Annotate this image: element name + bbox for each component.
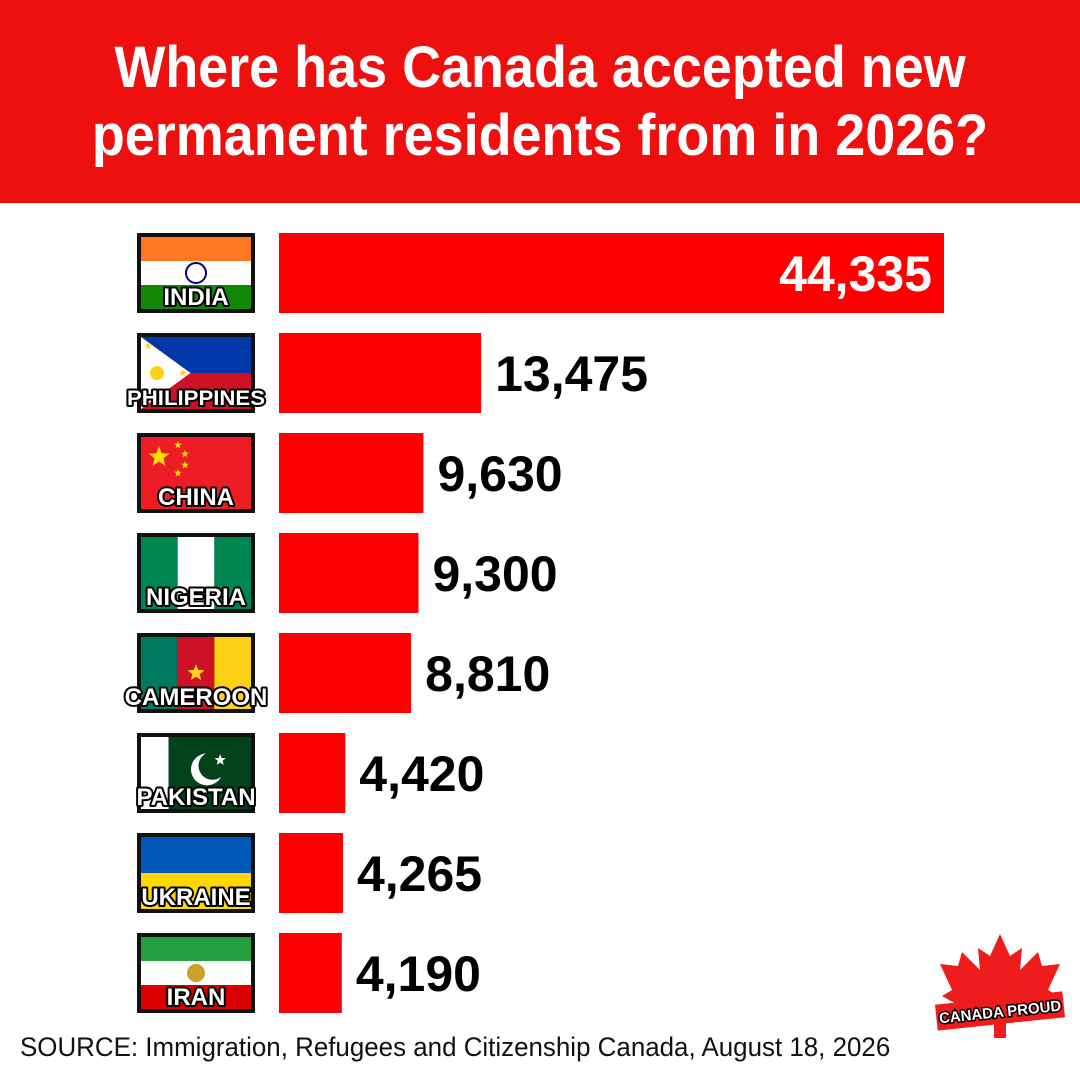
- flag-stripe: [141, 937, 251, 961]
- maple-leaf-icon: [940, 934, 1060, 1038]
- sun-icon: [150, 366, 164, 380]
- bar: [279, 433, 424, 513]
- category-label: NIGERIA: [146, 584, 246, 611]
- flag-stripe: [141, 285, 251, 309]
- category-label: PAKISTAN: [136, 784, 255, 811]
- bar-value-label: 9,630: [437, 446, 562, 502]
- category-label: IRAN: [167, 984, 226, 1011]
- flag-stripe: [177, 537, 215, 609]
- star-icon: [174, 441, 182, 449]
- crescent-cut: [198, 751, 227, 780]
- cameroon-flag-icon: [137, 633, 255, 713]
- china-flag-icon: [137, 433, 255, 513]
- category-label: CAMEROON: [125, 684, 268, 711]
- category-label: CHINA: [158, 484, 234, 511]
- star-icon: [181, 461, 189, 469]
- source-note: SOURCE: Immigration, Refugees and Citize…: [20, 1032, 891, 1062]
- bar: [279, 633, 412, 713]
- flag-stripe: [141, 261, 251, 285]
- star-icon: [179, 369, 187, 377]
- nigeria-flag-icon: [137, 533, 255, 613]
- flag-stripe: [141, 837, 251, 873]
- ukraine-flag-icon: [137, 833, 255, 913]
- flag-stripe: [141, 537, 178, 609]
- chakra-icon: [185, 262, 207, 284]
- flag-stripe: [141, 985, 251, 1009]
- pakistan-flag-icon: [137, 733, 255, 813]
- star-icon: [144, 342, 152, 350]
- flag-stripe: [214, 537, 251, 609]
- flag-stripe: [141, 637, 178, 709]
- title-line-2: permanent residents from in 2026?: [91, 102, 989, 168]
- bar: [279, 933, 342, 1013]
- flag-stripe: [141, 237, 251, 261]
- logo-band: [934, 991, 1066, 1031]
- emblem-icon: [187, 964, 205, 982]
- bar-value-label: 13,475: [495, 346, 648, 402]
- star-icon: [181, 450, 189, 458]
- star-icon: [187, 664, 205, 681]
- bar: [279, 233, 944, 313]
- flag-stripe: [141, 737, 169, 809]
- large-star-icon: [148, 446, 170, 466]
- star-icon: [214, 754, 226, 765]
- category-label: INDIA: [163, 284, 228, 311]
- category-label: PHILIPPINES: [127, 387, 265, 410]
- bar-value-label: 44,335: [779, 246, 932, 302]
- chart-title: Where has Canada accepted new permanent …: [75, 34, 1005, 170]
- star-icon: [144, 396, 152, 404]
- canada-proud-logo: CANADA PROUD: [934, 934, 1066, 1038]
- bar: [279, 533, 419, 613]
- bar-value-label: 8,810: [425, 646, 550, 702]
- bar: [279, 733, 346, 813]
- philippines-flag-icon: [137, 333, 255, 413]
- flag-stripe: [141, 873, 251, 909]
- flag-triangle: [141, 337, 191, 409]
- bar-value-label: 4,190: [356, 946, 481, 1002]
- title-line-1: Where has Canada accepted new: [114, 34, 966, 100]
- bar-value-label: 9,300: [432, 546, 557, 602]
- india-flag-icon: [137, 233, 255, 313]
- iran-flag-icon: [137, 933, 255, 1013]
- bar: [279, 833, 343, 913]
- star-icon: [174, 469, 182, 477]
- title-banner: Where has Canada accepted new permanent …: [0, 0, 1080, 203]
- flag-stripe: [214, 637, 251, 709]
- bar-value-label: 4,420: [359, 746, 484, 802]
- bar: [279, 333, 482, 413]
- category-label: UKRAINE: [141, 884, 250, 911]
- bar-value-label: 4,265: [357, 846, 482, 902]
